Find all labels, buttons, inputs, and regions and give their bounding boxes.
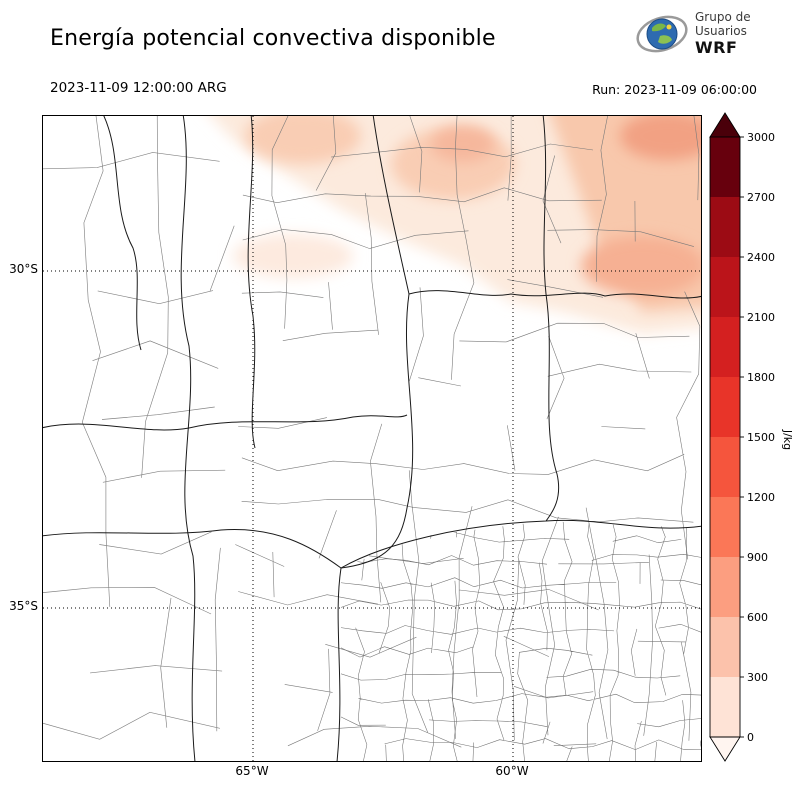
colorbar-over-arrow <box>709 112 741 138</box>
colorbar-tickmarks <box>740 136 744 738</box>
valid-time-label: 2023-11-09 12:00:00 ARG <box>50 80 227 96</box>
cb-tick: 900 <box>747 551 768 564</box>
cb-seg <box>710 197 740 257</box>
cb-tick: 1200 <box>747 491 775 504</box>
colorbar-svg: 3000 2700 2400 2100 1800 1500 1200 900 6… <box>709 112 794 762</box>
globe-icon <box>636 15 688 53</box>
cb-tick: 1500 <box>747 431 775 444</box>
cb-seg <box>710 497 740 557</box>
logo-text: Grupo de Usuarios WRF <box>695 10 751 57</box>
cb-seg <box>710 137 740 197</box>
map-canvas <box>43 116 701 761</box>
cb-tick: 2700 <box>747 191 775 204</box>
cb-seg <box>710 317 740 377</box>
colorbar: 3000 2700 2400 2100 1800 1500 1200 900 6… <box>708 110 798 770</box>
cb-tick: 0 <box>747 731 754 744</box>
graticule <box>43 116 701 761</box>
cb-seg <box>710 257 740 317</box>
department-boundaries-west <box>43 116 235 740</box>
cb-seg <box>710 377 740 437</box>
colorbar-under-arrow <box>709 736 741 762</box>
cb-tick: 2400 <box>747 251 775 264</box>
colorbar-tick-labels: 3000 2700 2400 2100 1800 1500 1200 900 6… <box>747 131 775 744</box>
department-boundaries-buenosaires <box>341 521 701 761</box>
logo-line3: WRF <box>695 37 738 57</box>
cb-seg <box>710 677 740 737</box>
cb-seg <box>710 437 740 497</box>
cb-tick: 3000 <box>747 131 775 144</box>
cb-tick: 2100 <box>747 311 775 324</box>
xtick-60w: 60°W <box>495 764 529 778</box>
colorbar-unit-label: J/kg <box>781 429 794 450</box>
cb-seg <box>710 557 740 617</box>
cb-tick: 300 <box>747 671 768 684</box>
map-frame <box>42 115 702 762</box>
ytick-35s: 35°S <box>9 599 38 613</box>
cb-tick: 1800 <box>747 371 775 384</box>
cb-seg <box>710 617 740 677</box>
logo-line2: Usuarios <box>695 23 747 38</box>
logo-line1: Grupo de <box>695 10 751 24</box>
cape-shading <box>211 116 701 334</box>
ytick-30s: 30°S <box>9 262 38 276</box>
department-boundaries-center <box>235 116 701 748</box>
page-title: Energía potencial convectiva disponible <box>50 26 496 51</box>
wrf-logo: Grupo de Usuarios WRF <box>636 8 751 60</box>
xtick-65w: 65°W <box>235 764 269 778</box>
run-time-label: Run: 2023-11-09 06:00:00 <box>592 82 757 97</box>
cb-tick: 600 <box>747 611 768 624</box>
province-borders <box>43 116 701 761</box>
